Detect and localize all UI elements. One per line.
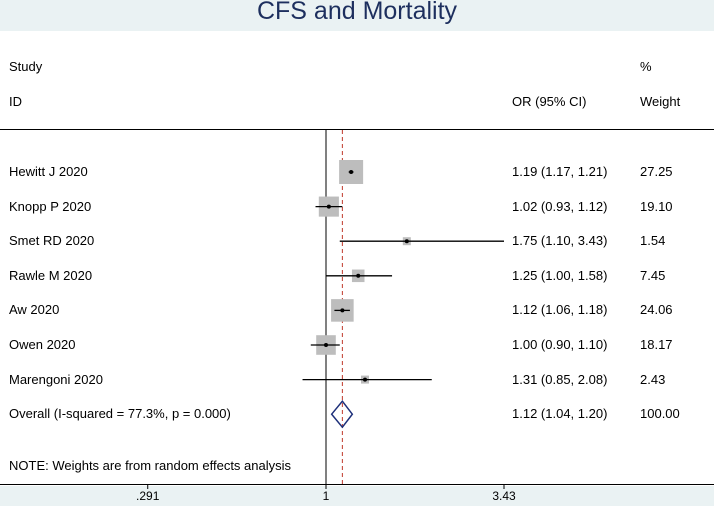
x-tick-label: 3.43 [492,489,516,503]
study-weight: 24.06 [640,302,673,318]
percent-header: % [640,59,652,74]
study-ci: 1.02 (0.93, 1.12) [512,198,608,214]
study-name: Owen 2020 [9,337,76,352]
study-weight: 7.45 [640,267,666,283]
chart-title: CFS and Mortality [256,0,458,25]
study-name: Rawle M 2020 [9,267,93,283]
axis-line [0,484,714,485]
study-ci: 1.19 (1.17, 1.21) [512,164,608,179]
study-name: Hewitt J 2020 [9,164,88,179]
header-divider [0,129,714,130]
axis-band [0,486,714,506]
study-ci: 1.25 (1.00, 1.58) [512,267,608,283]
study-point [340,308,345,313]
study-header: Study [9,59,43,74]
study-weight: 19.10 [640,198,673,214]
x-tick-label: 1 [323,489,330,503]
study-point [324,343,328,347]
title-band [0,0,714,31]
study-weight: 1.54 [640,233,666,249]
overall-diamond [330,399,354,429]
overall-weight: 100.00 [640,406,680,422]
study-ci: 1.00 (0.90, 1.10) [512,337,608,352]
study-point [362,377,367,382]
or-header: OR (95% CI) [512,94,587,109]
study-ci: 1.75 (1.10, 3.43) [512,233,608,249]
x-tick-label: .291 [136,489,160,503]
study-name: Aw 2020 [9,302,60,318]
overall-ci: 1.12 (1.04, 1.20) [512,406,608,422]
note-text: NOTE: Weights are from random effects an… [9,458,292,473]
study-weight: 18.17 [640,337,673,352]
study-weight: 27.25 [640,164,673,179]
id-header: ID [9,94,22,109]
study-point [326,204,331,209]
study-ci: 1.12 (1.06, 1.18) [512,302,608,318]
overall-label: Overall (I-squared = 77.3%, p = 0.000) [9,406,231,422]
study-point [349,170,354,174]
study-name: Marengoni 2020 [9,371,103,387]
study-point [404,239,409,244]
study-weight: 2.43 [640,371,666,387]
study-point [356,273,361,278]
study-name: Knopp P 2020 [9,198,92,214]
study-ci: 1.31 (0.85, 2.08) [512,371,608,387]
study-name: Smet RD 2020 [9,233,95,249]
weight-header: Weight [640,94,681,109]
